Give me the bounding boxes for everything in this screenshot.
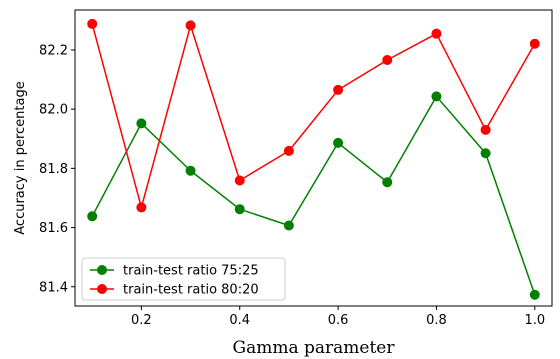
data-point <box>333 84 344 95</box>
data-point <box>234 175 245 186</box>
data-point <box>87 211 98 222</box>
y-tick-label: 82.2 <box>39 43 68 58</box>
y-tick-label: 82.0 <box>39 103 68 118</box>
y-tick-label: 81.4 <box>39 280 68 295</box>
series-1 <box>87 91 540 300</box>
data-point <box>431 28 442 39</box>
data-point <box>529 289 540 300</box>
data-point <box>185 20 196 31</box>
data-point <box>87 18 98 29</box>
x-axis-label: Gamma parameter <box>233 338 396 358</box>
data-point <box>283 220 294 231</box>
data-point <box>529 38 540 49</box>
legend-marker <box>97 284 107 294</box>
x-tick-label: 0.2 <box>131 313 152 328</box>
legend-label: train-test ratio 80:20 <box>123 283 259 298</box>
legend-label: train-test ratio 75:25 <box>123 264 259 279</box>
data-point <box>283 145 294 156</box>
data-point <box>185 165 196 176</box>
x-tick-label: 0.4 <box>229 313 250 328</box>
y-axis-label: Accuracy in percentage <box>13 81 28 234</box>
data-point <box>480 148 491 159</box>
y-tick-label: 81.6 <box>39 221 68 236</box>
series-2 <box>87 18 540 213</box>
y-tick-label: 81.8 <box>39 162 68 177</box>
series-line <box>91 95 536 295</box>
plot-frame <box>74 9 553 307</box>
data-point <box>333 137 344 148</box>
data-point <box>234 204 245 215</box>
data-point <box>136 202 147 213</box>
x-tick-label: 0.6 <box>328 313 349 328</box>
x-tick-label: 0.8 <box>426 313 447 328</box>
data-point <box>382 55 393 66</box>
ticks-layer: 0.2 0.4 0.6 0.8 1.0 81.4 81.6 81.8 82.0 82.2 <box>39 43 545 328</box>
series-layer <box>87 18 540 300</box>
series-line <box>91 23 536 209</box>
legend: train-test ratio 75:25 train-test ratio 8… <box>81 257 286 301</box>
legend-marker <box>97 265 107 275</box>
x-tick-label: 1.0 <box>524 313 545 328</box>
data-point <box>480 124 491 135</box>
legend-box <box>81 257 286 301</box>
data-point <box>431 91 442 102</box>
data-point <box>382 177 393 188</box>
legend-entry: train-test ratio 75:25 <box>90 264 259 279</box>
legend-entry: train-test ratio 80:20 <box>90 283 259 298</box>
data-point <box>136 118 147 129</box>
